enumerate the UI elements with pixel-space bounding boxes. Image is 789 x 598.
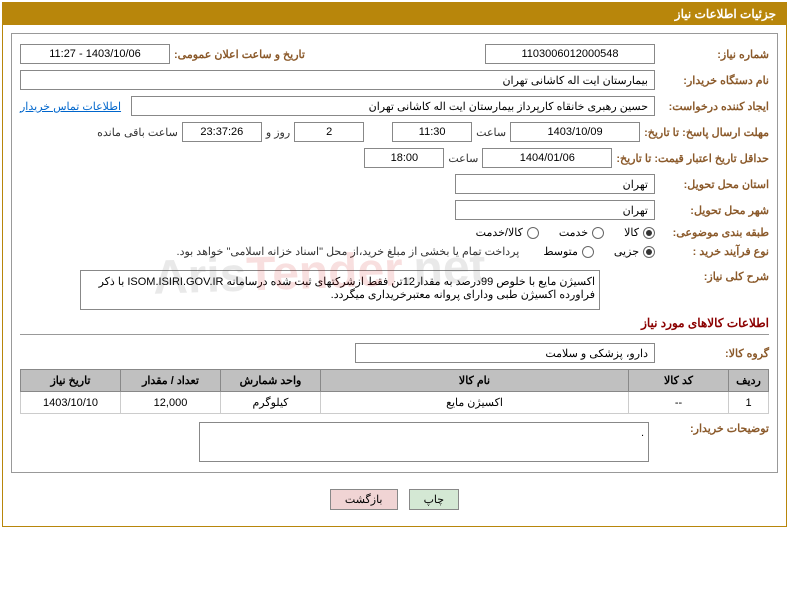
radio-small[interactable] (643, 246, 655, 258)
price-time-field: 18:00 (364, 148, 444, 168)
cell-qty: 12,000 (121, 392, 221, 414)
delivery-province-label: استان محل تحویل: (659, 178, 769, 191)
page-title: جزئیات اطلاعات نیاز (3, 3, 786, 25)
cell-row: 1 (729, 392, 769, 414)
delivery-city-field: تهران (455, 200, 655, 220)
group-field: دارو، پزشکی و سلامت (355, 343, 655, 363)
requester-label: ایجاد کننده درخواست: (659, 100, 769, 113)
announce-label: تاریخ و ساعت اعلان عمومی: (174, 48, 305, 61)
general-desc-textarea[interactable]: اکسیژن مایع با خلوص 99درصد به مقدار12تن … (80, 270, 600, 310)
radio-goods-label: کالا (624, 226, 639, 239)
cell-unit: کیلوگرم (221, 392, 321, 414)
radio-service-label: خدمت (559, 226, 588, 239)
items-table: ردیف کد کالا نام کالا واحد شمارش تعداد /… (20, 369, 769, 414)
delivery-province-field: تهران (455, 174, 655, 194)
th-qty: تعداد / مقدار (121, 370, 221, 392)
th-code: کد کالا (629, 370, 729, 392)
buyer-org-label: نام دستگاه خریدار: (659, 74, 769, 87)
days-remaining-field: 2 (294, 122, 364, 142)
radio-goods[interactable] (643, 227, 655, 239)
requester-field: حسین رهبری خانقاه کارپرداز بیمارستان ایت… (131, 96, 655, 116)
table-row: 1--اکسیژن مایعکیلوگرم12,0001403/10/10 (21, 392, 769, 414)
price-validity-label: حداقل تاریخ اعتبار قیمت: تا تاریخ: (616, 152, 769, 165)
radio-goods-service[interactable] (527, 227, 539, 239)
radio-medium[interactable] (582, 246, 594, 258)
th-unit: واحد شمارش (221, 370, 321, 392)
delivery-city-label: شهر محل تحویل: (659, 204, 769, 217)
contact-link[interactable]: اطلاعات تماس خریدار (20, 100, 121, 113)
need-number-label: شماره نیاز: (659, 48, 769, 61)
th-name: نام کالا (321, 370, 629, 392)
days-word: روز و (266, 126, 290, 139)
th-date: تاریخ نیاز (21, 370, 121, 392)
general-desc-label: شرح کلی نیاز: (659, 270, 769, 283)
buyer-notes-label: توضیحات خریدار: (659, 422, 769, 435)
buyer-org-field: بیمارستان ایت اله کاشانی تهران (20, 70, 655, 90)
group-label: گروه کالا: (659, 347, 769, 360)
purchase-note: پرداخت تمام یا بخشی از مبلغ خرید،از محل … (177, 245, 520, 258)
cell-code: -- (629, 392, 729, 414)
announce-field: 1403/10/06 - 11:27 (20, 44, 170, 64)
purchase-type-label: نوع فرآیند خرید : (659, 245, 769, 258)
price-date-field: 1404/01/06 (482, 148, 612, 168)
need-number-field: 1103006012000548 (485, 44, 655, 64)
category-label: طبقه بندی موضوعی: (659, 226, 769, 239)
radio-service[interactable] (592, 227, 604, 239)
category-radio-group: کالا خدمت کالا/خدمت (476, 226, 655, 239)
reply-time-field: 11:30 (392, 122, 472, 142)
radio-medium-label: متوسط (543, 245, 578, 258)
radio-goods-service-label: کالا/خدمت (476, 226, 523, 239)
th-row: ردیف (729, 370, 769, 392)
countdown-field: 23:37:26 (182, 122, 262, 142)
time-word-1: ساعت (476, 126, 506, 139)
main-panel: شماره نیاز: 1103006012000548 تاریخ و ساع… (11, 33, 778, 473)
remaining-word: ساعت باقی مانده (97, 126, 178, 139)
buyer-notes-textarea[interactable]: . (199, 422, 649, 462)
cell-date: 1403/10/10 (21, 392, 121, 414)
time-word-2: ساعت (448, 152, 478, 165)
purchase-type-radio-group: جزیی متوسط (543, 245, 655, 258)
reply-date-field: 1403/10/09 (510, 122, 640, 142)
radio-small-label: جزیی (614, 245, 639, 258)
back-button[interactable]: بازگشت (330, 489, 398, 510)
print-button[interactable]: چاپ (409, 489, 460, 510)
items-section-title: اطلاعات کالاهای مورد نیاز (20, 316, 769, 335)
cell-name: اکسیژن مایع (321, 392, 629, 414)
reply-deadline-label: مهلت ارسال پاسخ: تا تاریخ: (644, 126, 769, 139)
